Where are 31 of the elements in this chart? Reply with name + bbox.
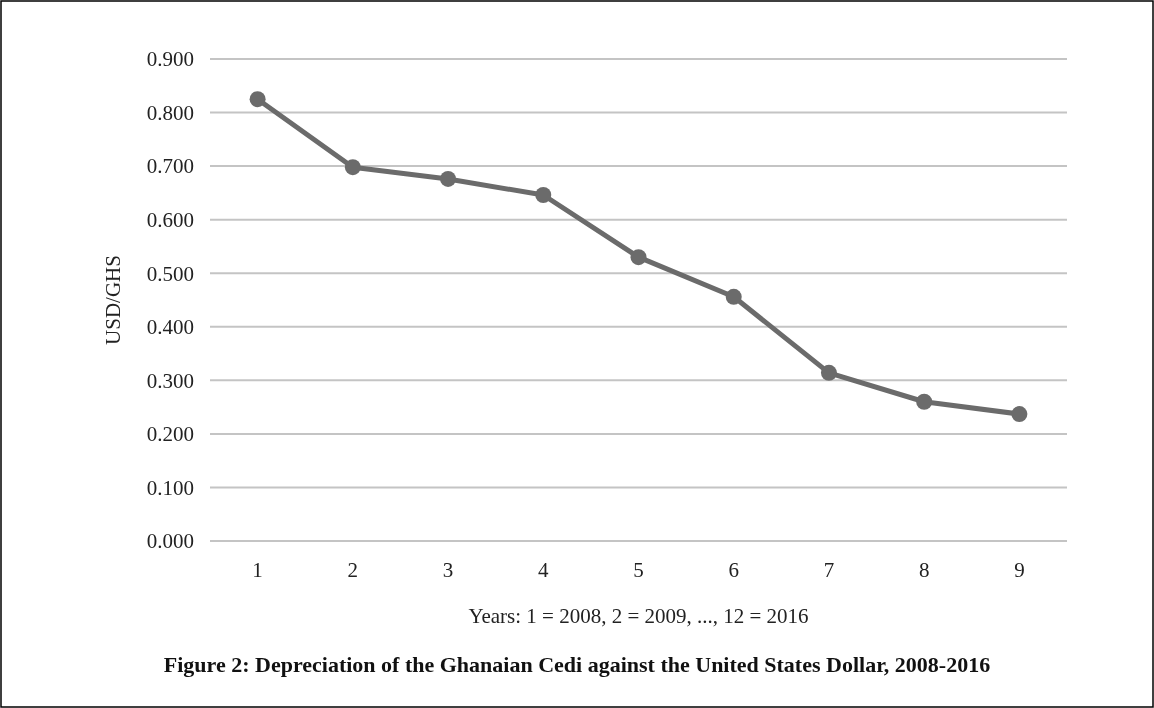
point — [725, 288, 742, 305]
x-tick-label: 5 — [633, 558, 644, 582]
point — [630, 249, 647, 266]
y-tick-label: 0.600 — [146, 208, 194, 233]
y-tick-label: 0.800 — [146, 100, 194, 125]
x-axis-title: Years: 1 = 2008, 2 = 2009, ..., 12 = 2016 — [468, 604, 809, 628]
point — [1011, 406, 1028, 423]
point — [440, 170, 457, 187]
point — [344, 159, 361, 176]
x-tick-label: 2 — [347, 558, 359, 582]
x-tick-label: 1 — [252, 558, 263, 582]
y-tick-label: 0.400 — [146, 315, 194, 340]
x-tick-label: 9 — [1014, 558, 1025, 582]
y-tick-label: 0.300 — [146, 368, 194, 393]
x-tick-label: 4 — [538, 558, 550, 582]
point — [820, 364, 837, 381]
y-axis-title: USD/GHS — [101, 255, 125, 345]
x-tick-label: 8 — [918, 558, 930, 582]
x-tick-label: 6 — [728, 558, 739, 582]
point — [535, 187, 552, 204]
y-tick-label: 0.900 — [146, 47, 194, 72]
point — [249, 91, 266, 108]
text: Figure 2: Depreciation of the Ghanaian Cedi against the United States Dollar, 2008-2016 — [163, 652, 991, 677]
point — [916, 393, 933, 410]
y-tick-label: 0.500 — [146, 261, 194, 286]
y-tick-label: 0.000 — [146, 529, 194, 554]
y-tick-label: 0.100 — [146, 475, 194, 500]
x-tick-label: 3 — [442, 558, 454, 582]
x-tick-label: 7 — [823, 558, 835, 582]
y-tick-label: 0.700 — [146, 154, 194, 179]
y-tick-label: 0.200 — [146, 422, 194, 447]
